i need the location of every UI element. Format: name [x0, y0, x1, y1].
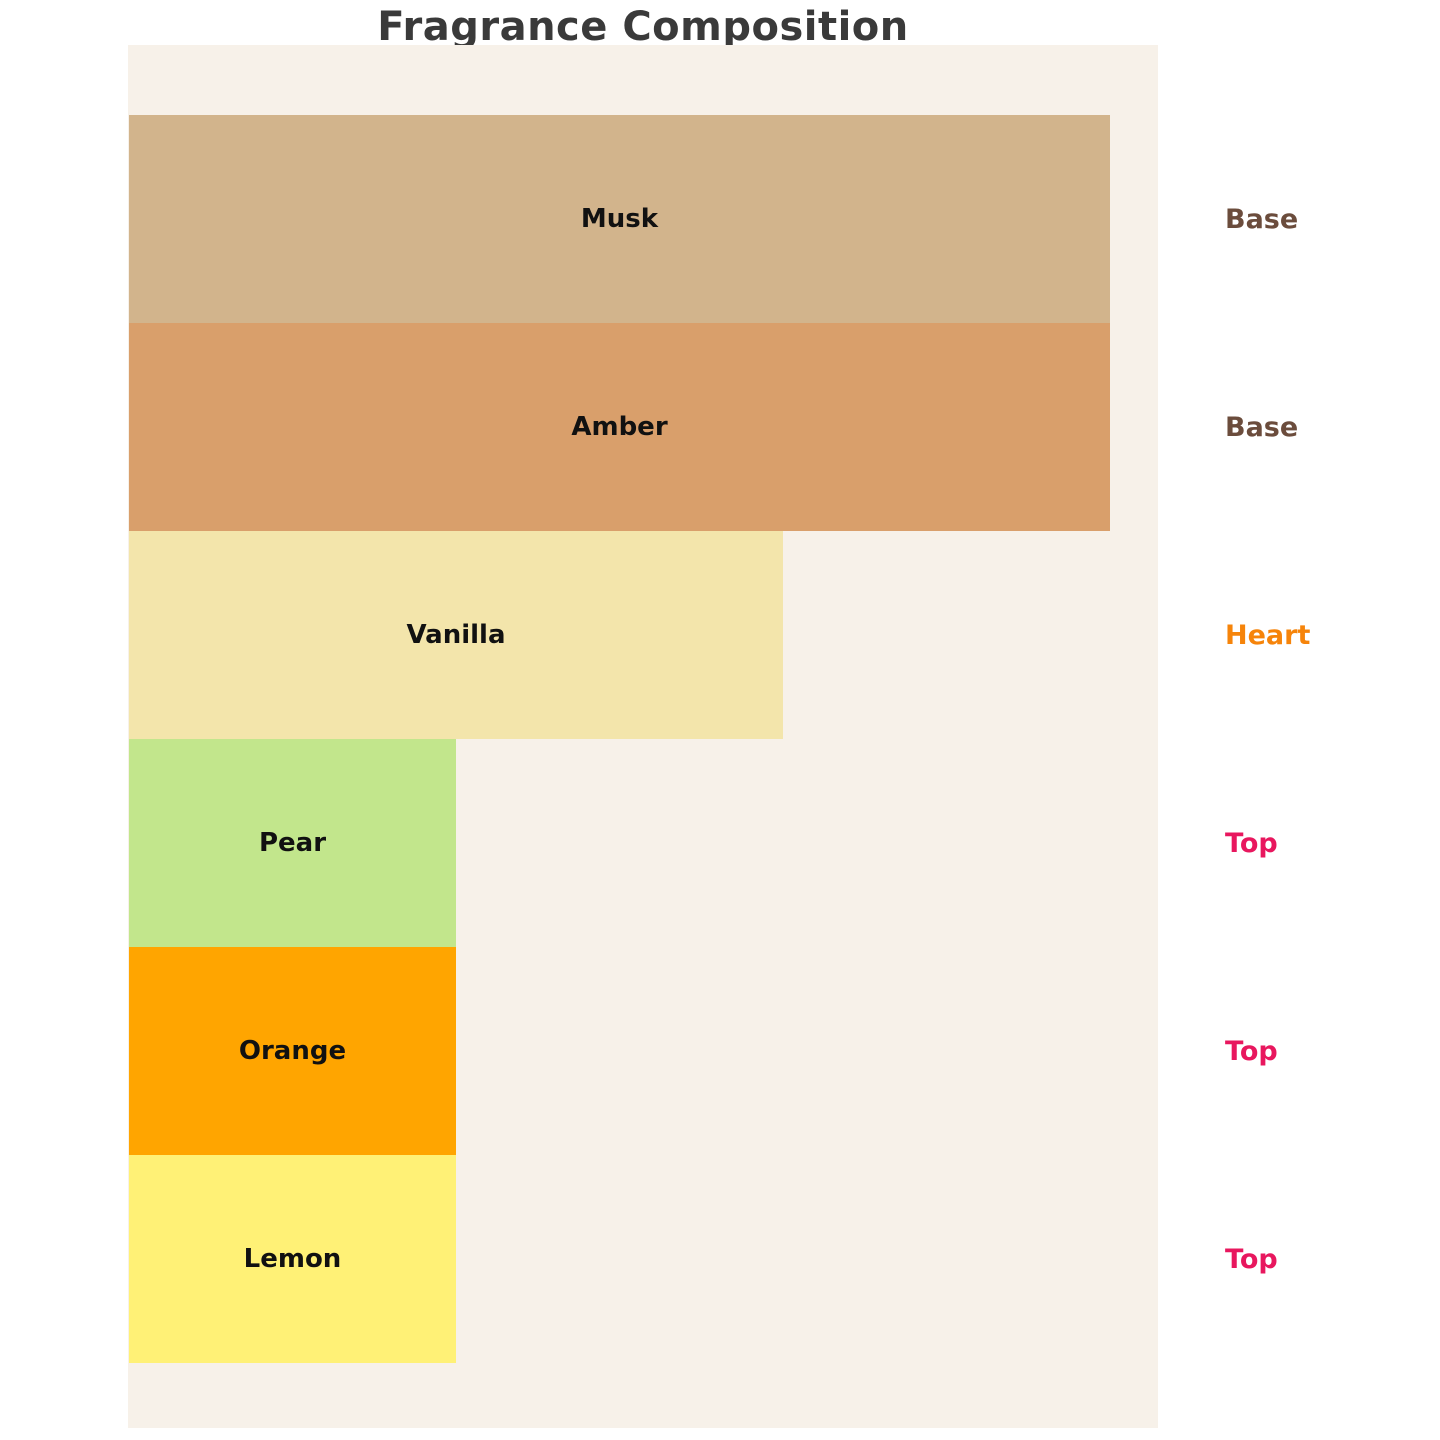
chart-row-pear: Pear Top: [128, 739, 1440, 947]
bar-pear: Pear: [129, 739, 456, 947]
note-label-pear: Top: [1225, 827, 1278, 859]
bar-orange: Orange: [129, 947, 456, 1155]
bar-lemon: Lemon: [129, 1155, 456, 1363]
note-label-lemon: Top: [1225, 1243, 1278, 1275]
note-label-vanilla: Heart: [1225, 619, 1311, 651]
bar-label: Musk: [580, 204, 659, 234]
chart-row-vanilla: Vanilla Heart: [128, 531, 1440, 739]
chart-row-amber: Amber Base: [128, 323, 1440, 531]
chart-title: Fragrance Composition: [377, 4, 909, 50]
note-label-orange: Top: [1225, 1035, 1278, 1067]
bar-label: Lemon: [243, 1244, 342, 1274]
chart-row-lemon: Lemon Top: [128, 1155, 1440, 1363]
chart-row-orange: Orange Top: [128, 947, 1440, 1155]
chart-row-musk: Musk Base: [128, 115, 1440, 323]
note-label-amber: Base: [1225, 411, 1299, 443]
bar-label: Vanilla: [406, 620, 506, 650]
bar-label: Amber: [571, 412, 668, 442]
bar-amber: Amber: [129, 323, 1110, 531]
bar-musk: Musk: [129, 115, 1110, 323]
bar-label: Pear: [258, 828, 327, 858]
bar-rows: Musk Base Amber Base Vanilla Heart Pear Top Oran…: [128, 115, 1440, 1363]
note-label-musk: Base: [1225, 203, 1299, 235]
bar-vanilla: Vanilla: [129, 531, 783, 739]
chart-plot-area: Musk Base Amber Base Vanilla Heart Pear Top Oran…: [128, 45, 1310, 1428]
bar-label: Orange: [238, 1036, 347, 1066]
